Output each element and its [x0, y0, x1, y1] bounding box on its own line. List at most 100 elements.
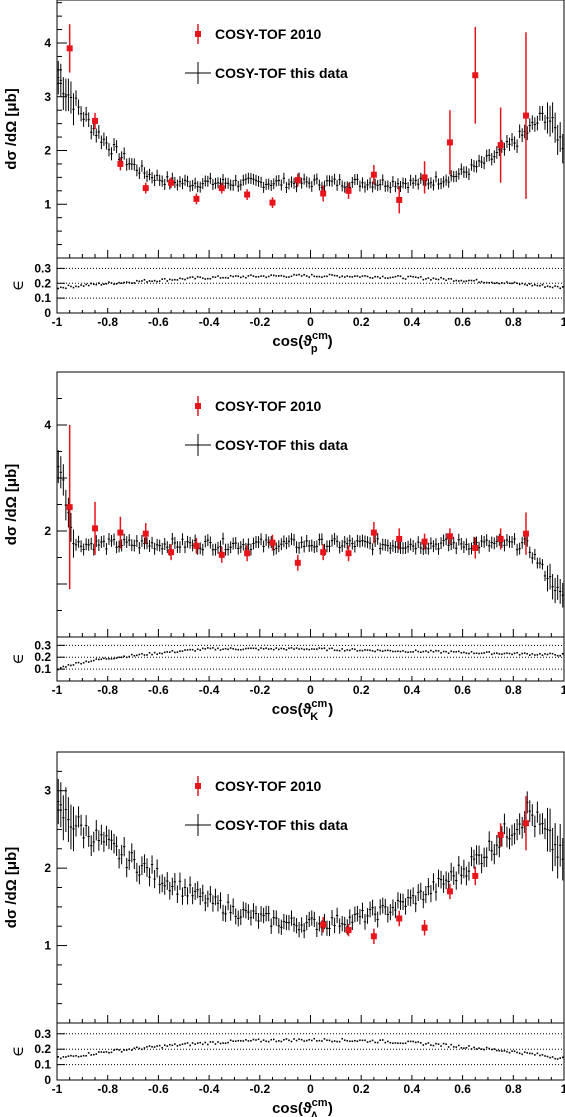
x-tick-label: 0.2 [353, 683, 370, 697]
efficiency-point [110, 282, 113, 284]
efficiency-point [105, 282, 108, 285]
efficiency-point [478, 1047, 480, 1049]
efficiency-point [432, 651, 435, 653]
efficiency-point [480, 652, 483, 655]
efficiency-point [77, 1055, 80, 1058]
efficiency-point [392, 650, 394, 653]
efficiency-point [105, 1051, 108, 1053]
efficiency-point [452, 1046, 455, 1048]
efficiency-point [536, 284, 539, 287]
efficiency-point [227, 277, 229, 279]
efficiency-point [196, 276, 199, 278]
efficiency-point [130, 653, 133, 656]
efficiency-point [300, 275, 303, 277]
efficiency-point [394, 1042, 397, 1044]
efficiency-point [100, 1051, 103, 1053]
efficiency-point [508, 282, 511, 285]
efficiency-point [179, 277, 181, 280]
x-axis-title-sup: cm [312, 330, 328, 342]
reference-point [446, 888, 453, 895]
efficiency-point [143, 278, 146, 281]
efficiency-point [397, 275, 399, 277]
efficiency-point [498, 282, 501, 285]
efficiency-point [437, 1043, 440, 1045]
efficiency-point [475, 1048, 478, 1050]
efficiency-point [224, 276, 227, 279]
efficiency-point [120, 656, 123, 659]
efficiency-point [105, 658, 108, 660]
efficiency-point [125, 656, 128, 659]
efficiency-point [536, 1052, 539, 1055]
efficiency-point [141, 1048, 143, 1051]
efficiency-point [133, 654, 136, 657]
efficiency-point [318, 1039, 321, 1042]
reference-point [320, 190, 327, 197]
efficiency-point [485, 1046, 488, 1049]
efficiency-point [346, 1039, 349, 1042]
efficiency-point [67, 284, 70, 287]
efficiency-point [483, 652, 485, 654]
efficiency-point [70, 664, 72, 667]
efficiency-point [110, 1051, 113, 1054]
efficiency-point [247, 275, 250, 277]
efficiency-point [422, 1044, 425, 1046]
efficiency-point [556, 654, 559, 657]
efficiency-point [419, 651, 422, 654]
efficiency-point [364, 1039, 366, 1042]
x-tick-label: 0.6 [454, 683, 471, 697]
efficiency-point [204, 648, 207, 650]
efficiency-point [95, 283, 98, 286]
efficiency-point [191, 1042, 194, 1044]
efficiency-point [214, 648, 217, 651]
efficiency-point [463, 280, 465, 283]
efficiency-point [432, 1044, 435, 1047]
efficiency-point [417, 650, 420, 653]
efficiency-point [260, 647, 262, 649]
efficiency-point [196, 648, 199, 651]
efficiency-point [237, 1039, 240, 1042]
efficiency-point [280, 274, 283, 277]
efficiency-point [338, 1040, 341, 1043]
efficiency-point [98, 1051, 100, 1053]
efficiency-point [387, 649, 389, 652]
reference-point [421, 924, 428, 931]
reference-point [446, 533, 453, 540]
efficiency-point [549, 652, 551, 655]
efficiency-point [90, 1054, 93, 1056]
efficiency-point [229, 1039, 232, 1042]
x-tick-label: 0.8 [505, 1082, 522, 1096]
efficiency-point [480, 280, 483, 283]
efficiency-point [371, 277, 374, 279]
chart-panel-3: 1 2 3 dσ /dΩ [μb] -1 -0.8 -0.6 -0.4 -0.2 0 0.2 0.4 0… [3, 751, 565, 1117]
x-axis-title: cos(ϑcm K) [272, 698, 333, 723]
efficiency-point [409, 1040, 412, 1043]
efficiency-point [67, 1055, 70, 1057]
efficiency-point [217, 275, 219, 277]
efficiency-point [338, 276, 341, 279]
efficiency-point [366, 649, 369, 651]
reference-point [522, 112, 529, 119]
efficiency-point [156, 653, 158, 655]
efficiency-point [389, 1041, 392, 1044]
legend-data-label: COSY-TOF this data [215, 65, 348, 81]
efficiency-point [490, 281, 493, 284]
efficiency-point [194, 650, 196, 652]
efficiency-point [151, 280, 153, 283]
efficiency-point [498, 653, 501, 655]
efficiency-point [361, 1039, 364, 1042]
efficiency-point [493, 1048, 496, 1050]
reference-point [142, 185, 149, 192]
reference-point [117, 160, 124, 167]
efficiency-point [70, 1054, 72, 1057]
efficiency-point [151, 653, 153, 656]
efficiency-point [257, 1038, 260, 1041]
efficiency-point [186, 649, 189, 651]
efficiency-point [92, 659, 95, 662]
x-tick-label: -0.4 [199, 683, 220, 697]
efficiency-point [310, 1039, 313, 1042]
efficiency-point [305, 1039, 308, 1042]
efficiency-point [331, 1040, 333, 1043]
efficiency-point [262, 275, 265, 277]
efficiency-point [549, 1056, 551, 1059]
efficiency-point [321, 1040, 323, 1042]
